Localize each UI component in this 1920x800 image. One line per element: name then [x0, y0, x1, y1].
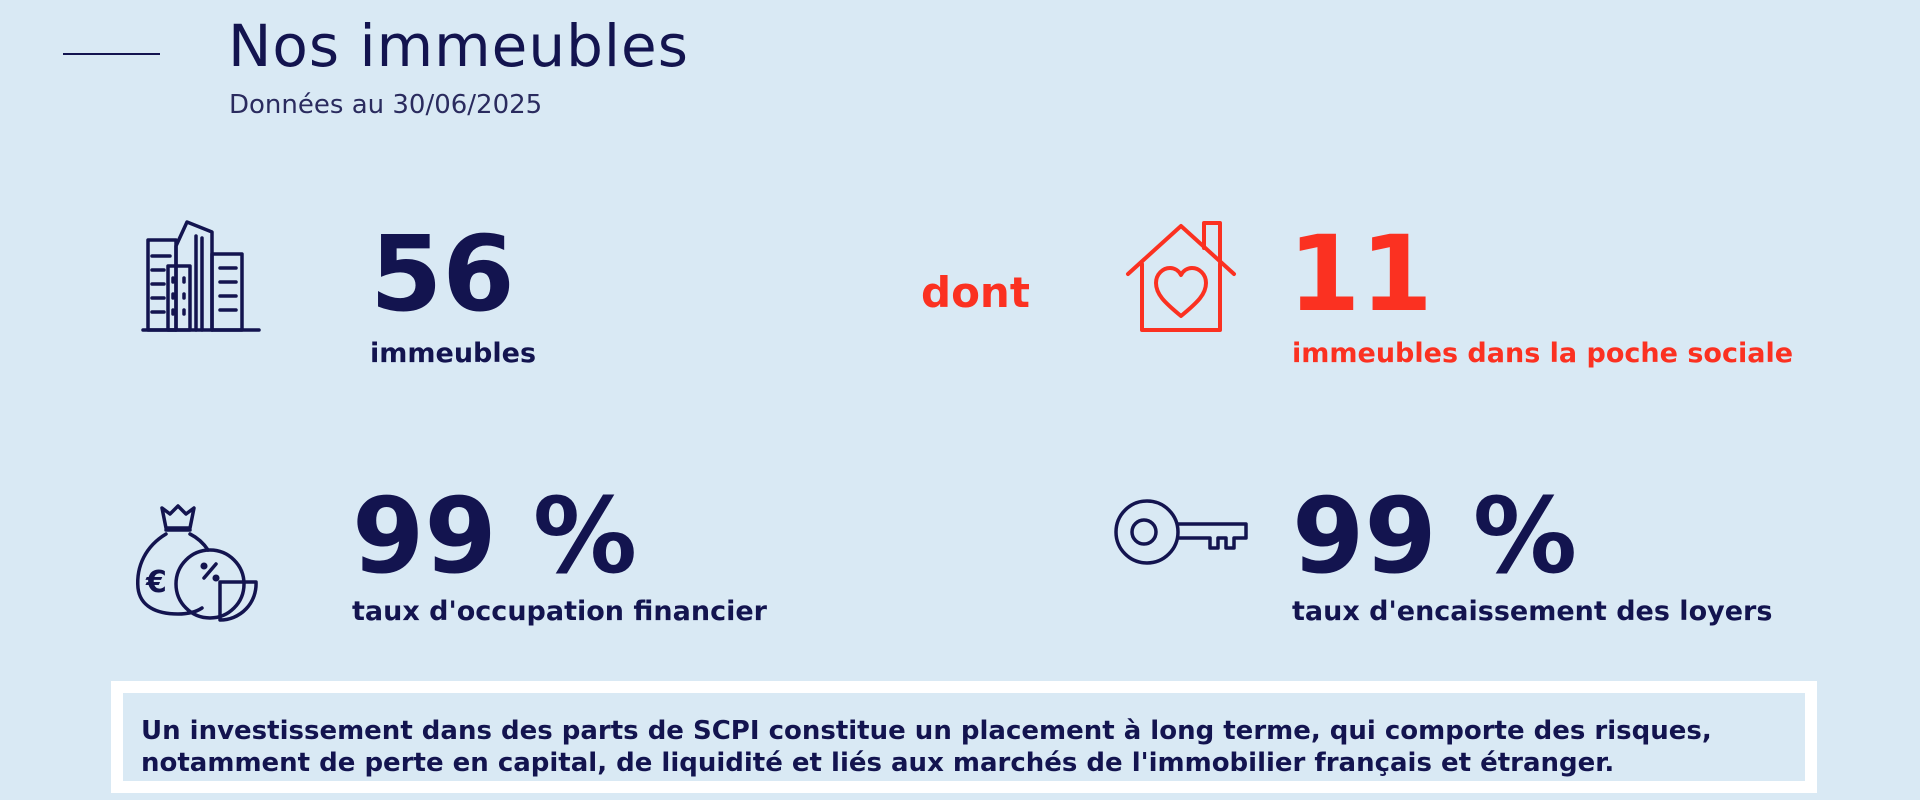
header-line: [63, 53, 160, 55]
collection-label: taux d'encaissement des loyers: [1292, 596, 1773, 627]
buildings-icon: [141, 220, 261, 332]
social-label: immeubles dans la poche sociale: [1292, 338, 1794, 369]
connector-text: dont: [921, 268, 1030, 317]
disclaimer-line-2: notamment de perte en capital, de liquid…: [141, 748, 1615, 778]
page-subtitle: Données au 30/06/2025: [229, 90, 543, 120]
occupancy-rate: 99 %: [352, 475, 638, 597]
collection-rate: 99 %: [1292, 475, 1578, 597]
buildings-count: 56: [370, 213, 515, 335]
buildings-label: immeubles: [370, 338, 537, 369]
money-bag-chart-icon: €: [136, 504, 258, 622]
page-title: Nos immeubles: [228, 12, 689, 80]
key-icon: [1114, 499, 1248, 565]
disclaimer-line-1: Un investissement dans des parts de SCPI…: [141, 716, 1712, 746]
svg-text:€: €: [145, 565, 167, 600]
occupancy-label: taux d'occupation financier: [352, 596, 767, 627]
disclaimer-box: Un investissement dans des parts de SCPI…: [111, 681, 1817, 793]
social-count: 11: [1288, 213, 1433, 335]
disclaimer-inner: Un investissement dans des parts de SCPI…: [123, 693, 1805, 781]
house-heart-icon: [1126, 221, 1236, 332]
